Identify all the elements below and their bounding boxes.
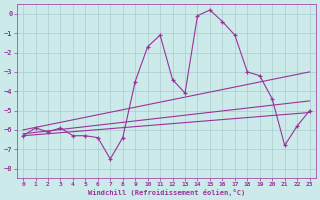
X-axis label: Windchill (Refroidissement éolien,°C): Windchill (Refroidissement éolien,°C) <box>88 189 245 196</box>
